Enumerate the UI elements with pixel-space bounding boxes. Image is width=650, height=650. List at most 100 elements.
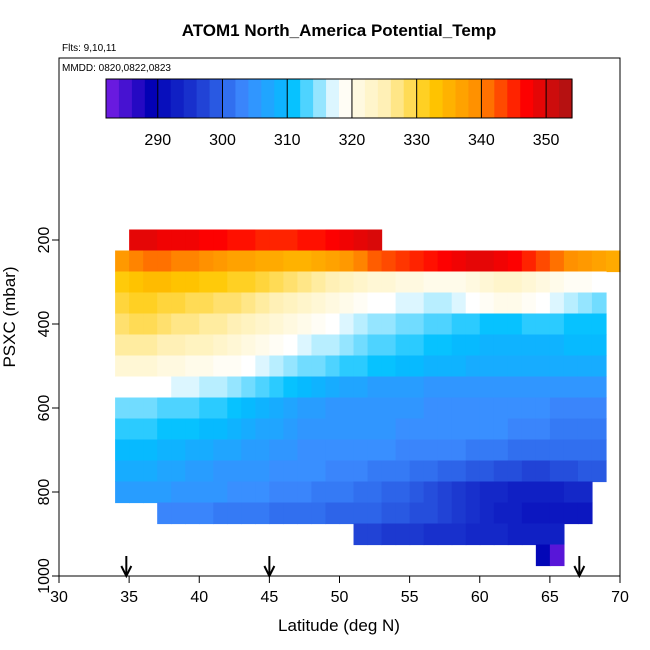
heatmap-cell [157, 271, 172, 294]
heatmap-cell [507, 313, 523, 336]
heatmap-cell [465, 397, 481, 420]
heatmap-cell [157, 229, 172, 252]
heatmap-cell [563, 334, 579, 357]
heatmap-cell [437, 418, 453, 441]
heatmap-cell [507, 439, 523, 462]
heatmap-cell [535, 292, 551, 315]
heatmap-cell [143, 271, 158, 294]
heatmap-cell [171, 292, 186, 315]
heatmap-cell [535, 502, 551, 525]
heatmap-cell [283, 397, 299, 420]
heatmap-cell [479, 439, 495, 462]
heatmap-cell [199, 376, 214, 399]
heatmap-cell [171, 271, 186, 294]
heatmap-cell [437, 460, 453, 483]
heatmap-cell [577, 418, 593, 441]
heatmap-cell [577, 355, 593, 378]
heatmap-cell [283, 292, 299, 315]
heatmap-cell [129, 250, 144, 273]
heatmap-cell [465, 313, 481, 336]
heatmap-cell [199, 271, 214, 294]
heatmap-cell [535, 460, 551, 483]
heatmap-cell [381, 313, 397, 336]
heatmap-cell [115, 250, 130, 273]
chart-title: ATOM1 North_America Potential_Temp [182, 21, 497, 40]
colorbar-swatch [261, 79, 275, 118]
heatmap-cell [493, 439, 509, 462]
heatmap-cell [563, 397, 579, 420]
heatmap-cell [395, 502, 411, 525]
heatmap-cell [157, 397, 172, 420]
heatmap-cell [227, 397, 242, 420]
heatmap-cell [563, 439, 579, 462]
heatmap-cell [171, 502, 186, 525]
heatmap-cell [423, 523, 439, 546]
heatmap-cell [283, 502, 299, 525]
colorbar-swatch [183, 79, 198, 118]
heatmap-cell [521, 250, 537, 273]
heatmap-cell [171, 481, 186, 504]
heatmap-cell [255, 439, 270, 462]
heatmap-cell [283, 355, 299, 378]
heatmap-cell [409, 397, 425, 420]
heatmap-cell [129, 481, 144, 504]
heatmap-cell [283, 460, 299, 483]
heatmap-cell [367, 313, 383, 336]
heatmap-cell [367, 502, 383, 525]
heatmap-cell [367, 376, 383, 399]
heatmap-cell [535, 481, 551, 504]
heatmap-cell [185, 250, 200, 273]
heatmap-cell [437, 397, 453, 420]
heatmap-cell [465, 355, 481, 378]
heatmap-cell [465, 250, 481, 273]
heatmap-cell [521, 523, 537, 546]
heatmap-cell [437, 334, 453, 357]
heatmap-cell [171, 460, 186, 483]
colorbar-swatch [403, 79, 418, 118]
colorbar-swatch [455, 79, 470, 118]
heatmap-cell [283, 313, 299, 336]
heatmap-cell [129, 229, 144, 252]
colorbar-tick-label: 300 [209, 132, 236, 149]
heatmap-cell [521, 271, 537, 294]
heatmap-cell [115, 397, 130, 420]
heatmap-cell [353, 292, 369, 315]
colorbar-swatch [339, 79, 353, 118]
heatmap-cell [311, 271, 327, 294]
heatmap-cell [325, 313, 341, 336]
colorbar-frame [105, 78, 573, 119]
heatmap-cell [367, 397, 383, 420]
heatmap-cell [241, 439, 256, 462]
heatmap-cell [563, 271, 579, 294]
heatmap-cell [325, 292, 341, 315]
heatmap-cell [185, 439, 200, 462]
heatmap-cell [143, 376, 158, 399]
heatmap-cell [241, 460, 256, 483]
heatmap-cell [255, 250, 270, 273]
heatmap-cell [185, 502, 200, 525]
heatmap-cell [535, 250, 551, 273]
heatmap-cell [353, 397, 369, 420]
heatmap-cell [465, 334, 481, 357]
heatmap-cell [451, 460, 467, 483]
heatmap-cell [493, 502, 509, 525]
x-tick-label: 55 [401, 589, 419, 606]
heatmap-cell [395, 460, 411, 483]
heatmap-cell [507, 502, 523, 525]
heatmap-cell [535, 418, 551, 441]
heatmap-cell [367, 229, 383, 252]
heatmap-cell [591, 271, 607, 294]
heatmap-cell [451, 250, 467, 273]
heatmap-cell [591, 334, 607, 357]
heatmap-cell [241, 481, 256, 504]
heatmap-cell [577, 334, 593, 357]
heatmap-cell [227, 292, 242, 315]
heatmap-cell [199, 397, 214, 420]
heatmap-cell [311, 334, 327, 357]
heatmap-cell [325, 229, 341, 252]
heatmap-cell [115, 481, 130, 504]
heatmap-cell [381, 355, 397, 378]
colorbar-swatch [364, 79, 379, 118]
heatmap-cell [381, 292, 397, 315]
